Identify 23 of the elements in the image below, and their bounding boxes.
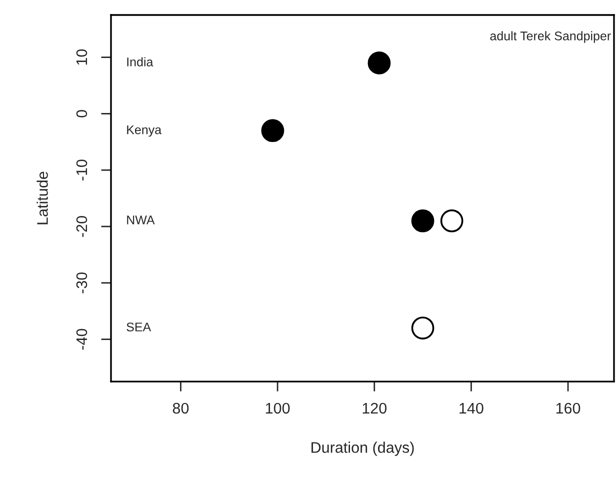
y-tick-label: -10: [76, 160, 88, 180]
x-tick-label: 80: [172, 402, 189, 414]
point: [368, 52, 391, 74]
x-tick-label: 160: [556, 402, 580, 414]
annotation: India: [127, 57, 154, 66]
point: [411, 209, 434, 232]
y-tick-label: -40: [76, 328, 88, 350]
y-tick-label: 10: [76, 49, 88, 65]
annotation: adult Terek Sandpiper: [490, 31, 611, 43]
y-tick-label: 0: [76, 110, 88, 118]
point: [261, 119, 284, 142]
point: [411, 316, 434, 340]
x-axis-title: Duration (days): [312, 442, 414, 456]
annotation: SEA: [126, 322, 152, 332]
y-tick-label: -30: [76, 272, 88, 294]
y-axis-title: Latitude: [36, 172, 48, 224]
annotation: NWA: [127, 216, 155, 224]
point: [440, 209, 464, 232]
y-tick-label: -20: [76, 216, 88, 237]
annotation: Kenya: [127, 125, 162, 137]
x-tick-label: 100: [266, 402, 290, 414]
x-tick-label: 140: [460, 402, 484, 414]
x-tick-label: 120: [362, 402, 387, 414]
